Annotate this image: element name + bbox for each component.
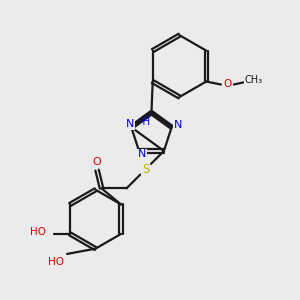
Text: N: N	[126, 119, 134, 129]
Text: N: N	[174, 120, 182, 130]
Text: O: O	[223, 80, 232, 89]
Text: O: O	[92, 158, 101, 167]
Text: HO: HO	[30, 227, 46, 237]
Text: CH₃: CH₃	[245, 75, 263, 85]
Text: HO: HO	[48, 257, 64, 267]
Text: ·H: ·H	[140, 117, 151, 127]
Text: N: N	[138, 149, 146, 160]
Text: S: S	[142, 163, 149, 176]
